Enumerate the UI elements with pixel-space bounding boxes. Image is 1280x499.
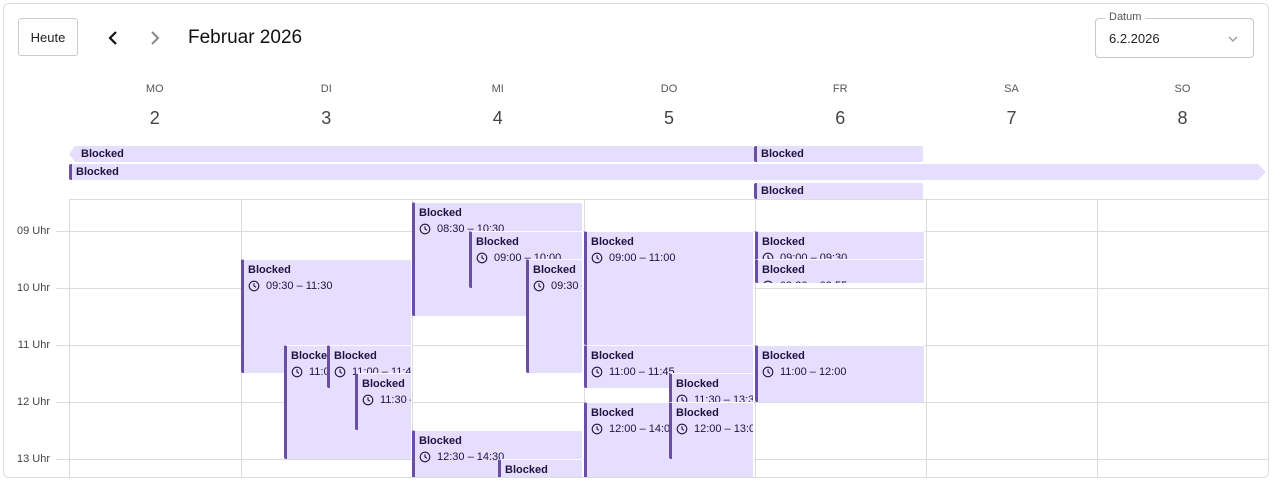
time-grid: 09 Uhr 10 Uhr 11 Uhr 12 Uhr 13 Uhr Blocked 09:… [4, 199, 1268, 477]
event-time: 09:00 – 11:00 [609, 252, 676, 264]
all-day-event[interactable]: Blocked [754, 146, 923, 162]
grid-line [69, 199, 1268, 200]
hour-label: 09 Uhr [16, 225, 50, 237]
event-title: Blocked [505, 464, 548, 476]
event[interactable]: Blocked 09:00 – 11:00 [584, 231, 754, 345]
event-title: Blocked [591, 350, 634, 362]
event-time: 09:30 – 11:30 [266, 280, 333, 292]
event-title: Blocked [291, 350, 334, 362]
clock-icon [533, 280, 545, 292]
event-time: 09:30 – 11:30 [551, 280, 582, 292]
event-title: Blocked [762, 236, 805, 248]
clock-icon [419, 451, 431, 463]
day-name: DI [320, 83, 332, 95]
date-label: Datum [1105, 11, 1146, 23]
next-button[interactable] [144, 28, 164, 48]
event-title: Blocked [676, 378, 719, 390]
event-title: Blocked [762, 350, 805, 362]
hour-label: 12 Uhr [16, 396, 50, 408]
month-title: Februar 2026 [188, 27, 303, 48]
clock-icon [334, 366, 346, 378]
event-title: Blocked [476, 236, 519, 248]
today-button[interactable]: Heute [18, 18, 78, 56]
event-title: Blocked [248, 264, 291, 276]
grid-line [412, 199, 413, 477]
event[interactable]: Blocked 11:30 – 12:30 [355, 373, 412, 430]
event-time: 11:30 – 12:30 [380, 394, 411, 406]
clock-icon [591, 366, 603, 378]
clock-icon [248, 280, 260, 292]
grid-line [754, 199, 756, 477]
date-value: 6.2.2026 [1109, 31, 1160, 46]
day-name: FR [832, 83, 848, 95]
day-name: SO [1174, 83, 1191, 95]
all-day-event[interactable]: Blocked [69, 164, 1266, 180]
day-name: DO [660, 83, 678, 95]
grid-line [1097, 199, 1098, 477]
grid-line [69, 199, 70, 477]
grid-line [926, 199, 927, 477]
day-number: 8 [1177, 108, 1188, 128]
event[interactable]: Blocked 12:00 – 13:00 [669, 402, 754, 459]
date-field[interactable] [1095, 18, 1254, 58]
hour-label: 10 Uhr [16, 282, 50, 294]
event-time: 11:00 – 12:00 [780, 366, 847, 378]
event[interactable]: Blocked 11:00 – 12:00 [755, 345, 925, 402]
event-title: Blocked [419, 435, 462, 447]
event-time: 11:00 – 11:45 [609, 366, 675, 378]
event-title: Blocked [762, 264, 805, 276]
event[interactable]: Blocked [498, 459, 583, 477]
event-time: 09:30 – 09:55 [780, 280, 847, 283]
day-number: 2 [149, 108, 160, 128]
clock-icon [763, 280, 773, 283]
day-number: 4 [492, 108, 503, 128]
event-title: Blocked [362, 378, 405, 390]
all-day-event[interactable]: Blocked [754, 183, 923, 199]
event-time: 12:30 – 14:30 [437, 451, 505, 463]
calendar: Heute Februar 2026 Datum 6.2.2026 09 Uhr… [3, 3, 1269, 478]
event-title: Blocked [676, 407, 719, 419]
clock-icon [291, 366, 303, 378]
clock-icon [591, 252, 603, 264]
event-title: Blocked [591, 236, 634, 248]
clock-icon [362, 394, 374, 406]
clock-icon [476, 252, 488, 264]
clock-icon [762, 252, 774, 260]
clock-icon [762, 366, 774, 378]
clock-icon [419, 223, 431, 235]
event-time: 12:00 – 14:00 [609, 423, 677, 435]
day-name: MI [491, 83, 504, 95]
event[interactable]: Blocked 09:30 – 11:30 [526, 259, 583, 373]
event-title: Blocked [334, 350, 377, 362]
event-time: 09:00 – 09:30 [780, 252, 848, 260]
event-title: Blocked [591, 407, 634, 419]
event[interactable]: Blocked 09:30 – 09:55 [755, 259, 925, 283]
all-day-event[interactable]: Blocked [69, 146, 754, 162]
event-title: Blocked [419, 207, 462, 219]
day-number: 7 [1006, 108, 1017, 128]
event-title: Blocked [533, 264, 576, 276]
day-name: MO [145, 83, 164, 95]
day-number: 5 [663, 108, 674, 128]
clock-icon [591, 423, 603, 435]
hour-label: 11 Uhr [17, 339, 50, 351]
day-number: 3 [321, 108, 332, 128]
clock-icon [676, 423, 688, 435]
day-number: 6 [835, 108, 846, 128]
event-time: 12:00 – 13:00 [694, 423, 753, 435]
dropdown-icon[interactable] [1226, 32, 1240, 46]
hour-label: 13 Uhr [16, 453, 50, 465]
day-name: SA [1004, 83, 1019, 95]
event[interactable]: Blocked 09:00 – 09:30 [755, 231, 925, 260]
prev-button[interactable] [104, 28, 124, 48]
